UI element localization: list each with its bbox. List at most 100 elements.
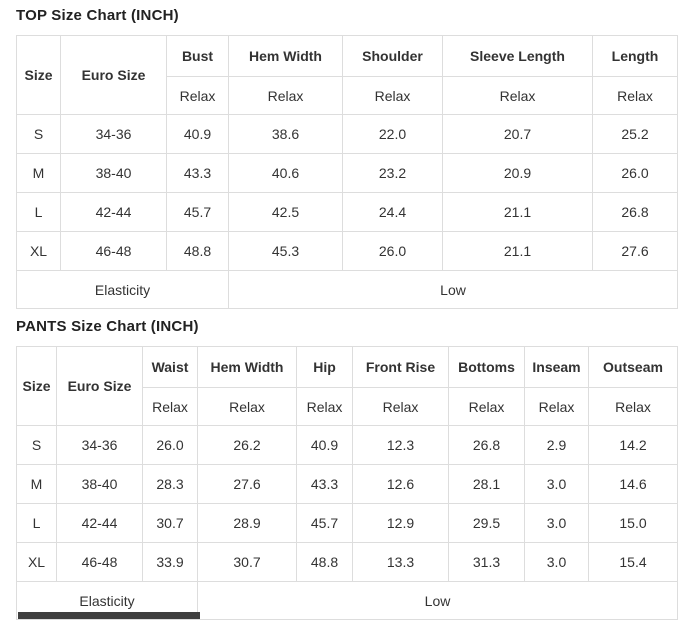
value-cell: 28.9 <box>197 503 297 543</box>
value-cell: 25.2 <box>592 114 678 154</box>
value-cell: 26.0 <box>142 425 198 465</box>
value-cell: 3.0 <box>524 464 589 504</box>
value-cell: 26.8 <box>592 192 678 232</box>
relax-cell: Relax <box>352 387 449 426</box>
value-cell: 26.8 <box>448 425 525 465</box>
size-cell: S <box>16 425 57 465</box>
table-row: M 38-40 43.3 40.6 23.2 20.9 26.0 <box>16 153 678 193</box>
relax-cell: Relax <box>197 387 297 426</box>
value-cell: 30.7 <box>197 542 297 582</box>
value-cell: 48.8 <box>296 542 353 582</box>
euro-size-cell: 46-48 <box>60 231 167 271</box>
size-cell: L <box>16 503 57 543</box>
value-cell: 3.0 <box>524 542 589 582</box>
value-cell: 20.7 <box>442 114 593 154</box>
top-header-hem-width: Hem Width <box>228 35 343 77</box>
top-header-row: Size Euro Size Bust Hem Width Shoulder S… <box>16 35 678 115</box>
relax-cell: Relax <box>524 387 589 426</box>
value-cell: 22.0 <box>342 114 443 154</box>
relax-cell: Relax <box>296 387 353 426</box>
size-cell: L <box>16 192 61 232</box>
value-cell: 33.9 <box>142 542 198 582</box>
pants-header-front-rise: Front Rise <box>352 346 449 388</box>
value-cell: 40.9 <box>166 114 229 154</box>
pants-header-size: Size <box>16 346 57 426</box>
pants-header-euro-size: Euro Size <box>56 346 143 426</box>
euro-size-cell: 46-48 <box>56 542 143 582</box>
size-cell: XL <box>16 542 57 582</box>
relax-cell: Relax <box>166 76 229 115</box>
top-fit-row: Relax Relax Relax Relax Relax <box>17 76 678 115</box>
elasticity-value-cell: Low <box>197 581 678 620</box>
value-cell: 24.4 <box>342 192 443 232</box>
euro-size-cell: 38-40 <box>56 464 143 504</box>
top-header-shoulder: Shoulder <box>342 35 443 77</box>
value-cell: 43.3 <box>166 153 229 193</box>
pants-header-outseam: Outseam <box>588 346 678 388</box>
value-cell: 26.2 <box>197 425 297 465</box>
value-cell: 23.2 <box>342 153 443 193</box>
top-header-euro-size: Euro Size <box>60 35 167 115</box>
elasticity-label-cell: Elasticity <box>16 270 229 309</box>
pants-header-waist: Waist <box>142 346 198 388</box>
euro-size-cell: 34-36 <box>56 425 143 465</box>
value-cell: 21.1 <box>442 231 593 271</box>
euro-size-cell: 42-44 <box>60 192 167 232</box>
relax-cell: Relax <box>142 387 198 426</box>
table-row: L 42-44 30.7 28.9 45.7 12.9 29.5 3.0 15.… <box>16 503 678 543</box>
value-cell: 12.6 <box>352 464 449 504</box>
value-cell: 40.6 <box>228 153 343 193</box>
value-cell: 2.9 <box>524 425 589 465</box>
value-cell: 40.9 <box>296 425 353 465</box>
horizontal-scrollbar-thumb[interactable] <box>18 612 200 619</box>
top-header-bust: Bust <box>166 35 229 77</box>
value-cell: 26.0 <box>592 153 678 193</box>
value-cell: 14.2 <box>588 425 678 465</box>
pants-header-bottoms: Bottoms <box>448 346 525 388</box>
pants-header-inseam: Inseam <box>524 346 589 388</box>
value-cell: 26.0 <box>342 231 443 271</box>
top-header-size: Size <box>16 35 61 115</box>
table-row: S 34-36 26.0 26.2 40.9 12.3 26.8 2.9 14.… <box>16 425 678 465</box>
value-cell: 45.7 <box>166 192 229 232</box>
value-cell: 21.1 <box>442 192 593 232</box>
euro-size-cell: 42-44 <box>56 503 143 543</box>
relax-cell: Relax <box>448 387 525 426</box>
value-cell: 30.7 <box>142 503 198 543</box>
value-cell: 20.9 <box>442 153 593 193</box>
value-cell: 15.0 <box>588 503 678 543</box>
relax-cell: Relax <box>228 76 343 115</box>
pants-fit-row: Relax Relax Relax Relax Relax Relax Rela… <box>17 387 678 426</box>
table-row: M 38-40 28.3 27.6 43.3 12.6 28.1 3.0 14.… <box>16 464 678 504</box>
euro-size-cell: 38-40 <box>60 153 167 193</box>
euro-size-cell: 34-36 <box>60 114 167 154</box>
value-cell: 48.8 <box>166 231 229 271</box>
pants-size-chart-title: PANTS Size Chart (INCH) <box>16 318 199 335</box>
pants-header-hem-width: Hem Width <box>197 346 297 388</box>
value-cell: 15.4 <box>588 542 678 582</box>
top-header-length: Length <box>592 35 678 77</box>
relax-cell: Relax <box>588 387 678 426</box>
value-cell: 38.6 <box>228 114 343 154</box>
pants-header-row: Size Euro Size Waist Hem Width Hip Front… <box>16 346 678 426</box>
pants-header-hip: Hip <box>296 346 353 388</box>
value-cell: 31.3 <box>448 542 525 582</box>
value-cell: 12.3 <box>352 425 449 465</box>
value-cell: 45.3 <box>228 231 343 271</box>
table-row: L 42-44 45.7 42.5 24.4 21.1 26.8 <box>16 192 678 232</box>
relax-cell: Relax <box>442 76 593 115</box>
value-cell: 27.6 <box>197 464 297 504</box>
top-size-chart-title: TOP Size Chart (INCH) <box>16 7 179 24</box>
relax-cell: Relax <box>342 76 443 115</box>
table-row: XL 46-48 48.8 45.3 26.0 21.1 27.6 <box>16 231 678 271</box>
relax-cell: Relax <box>592 76 678 115</box>
size-cell: S <box>16 114 61 154</box>
value-cell: 28.3 <box>142 464 198 504</box>
size-cell: M <box>16 153 61 193</box>
value-cell: 29.5 <box>448 503 525 543</box>
size-cell: M <box>16 464 57 504</box>
value-cell: 42.5 <box>228 192 343 232</box>
value-cell: 3.0 <box>524 503 589 543</box>
top-header-sleeve-length: Sleeve Length <box>442 35 593 77</box>
